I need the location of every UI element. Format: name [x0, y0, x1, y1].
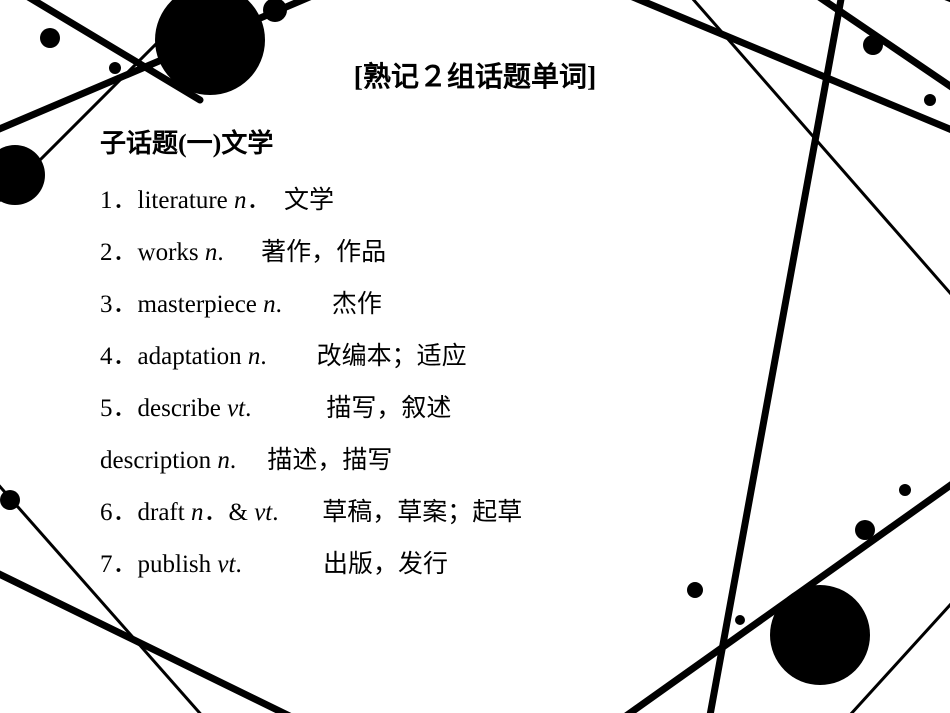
vocab-item: 4．adaptation n. 改编本；适应	[100, 344, 850, 369]
decor-circle	[40, 28, 60, 48]
decor-circle	[0, 490, 20, 510]
decor-circle	[924, 94, 936, 106]
vocab-item: 7．publish vt. 出版，发行	[100, 552, 850, 577]
slide-subtitle: 子话题(一)文学	[100, 123, 850, 160]
vocab-item: description n. 描述，描写	[100, 448, 850, 473]
decor-circle	[899, 484, 911, 496]
vocab-list: 1．literature n． 文学 2．works n. 著作，作品 3．mast…	[100, 188, 850, 577]
decor-circle	[855, 520, 875, 540]
content-block: [熟记２组话题单词] 子话题(一)文学 1．literature n． 文学 2．…	[100, 55, 850, 604]
vocab-item: 5．describe vt. 描写，叙述	[100, 396, 850, 421]
vocab-item: 6．draft n．& vt. 草稿，草案；起草	[100, 500, 850, 525]
slide-title: [熟记２组话题单词]	[100, 55, 850, 95]
vocab-item: 1．literature n． 文学	[100, 188, 850, 213]
vocab-item: 2．works n. 著作，作品	[100, 240, 850, 265]
decor-circle	[735, 615, 745, 625]
vocab-item: 3．masterpiece n. 杰作	[100, 292, 850, 317]
decor-circle	[863, 35, 883, 55]
